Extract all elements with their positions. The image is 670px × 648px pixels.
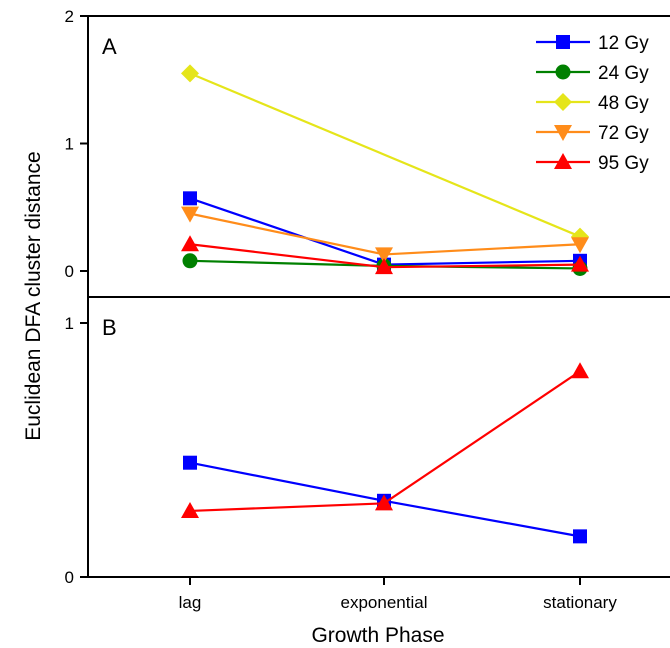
legend: 12 Gy 24 Gy 48 Gy 72 Gy 95 Gy — [536, 33, 649, 174]
x-axis-title: Growth Phase — [311, 624, 444, 647]
panel-b: B 0 1 — [65, 314, 589, 587]
x-axis: lag exponential stationary — [179, 577, 617, 612]
data-point — [181, 206, 199, 223]
x-tick-label: exponential — [341, 593, 428, 612]
legend-entry: 72 Gy — [536, 123, 649, 144]
legend-label: 12 Gy — [598, 33, 649, 54]
y-tick-label: 0 — [65, 568, 74, 587]
series-48-gy — [181, 64, 589, 246]
panel-label: A — [102, 34, 117, 59]
data-point — [181, 64, 199, 83]
series-line — [189, 72, 581, 238]
data-point — [571, 362, 589, 379]
data-point — [571, 237, 589, 254]
legend-entry: 48 Gy — [536, 93, 649, 114]
data-point — [183, 191, 197, 206]
data-point — [554, 125, 572, 141]
panel-label: B — [102, 315, 117, 340]
data-point — [181, 235, 199, 252]
x-tick-label: stationary — [543, 593, 617, 612]
data-point — [181, 501, 199, 518]
data-point — [183, 455, 197, 470]
data-point — [375, 247, 393, 264]
y-tick-label: 1 — [65, 314, 74, 333]
legend-entry: 24 Gy — [536, 63, 649, 84]
y-tick-label: 2 — [65, 7, 74, 26]
data-point — [556, 35, 570, 49]
series-line — [189, 370, 581, 513]
legend-label: 95 Gy — [598, 153, 649, 174]
data-point — [571, 255, 589, 272]
y-tick-label: 0 — [65, 262, 74, 281]
data-point — [375, 258, 393, 275]
series-1 — [181, 362, 589, 518]
series-95-gy — [181, 235, 589, 275]
legend-entry: 95 Gy — [536, 153, 649, 174]
legend-label: 72 Gy — [598, 123, 649, 144]
legend-label: 48 Gy — [598, 93, 649, 114]
data-point — [554, 93, 572, 111]
data-point — [573, 529, 587, 544]
data-point — [555, 64, 571, 80]
chart-frame — [87, 15, 670, 578]
y-tick-label: 1 — [65, 135, 74, 154]
data-point — [554, 153, 572, 169]
legend-label: 24 Gy — [598, 63, 649, 84]
data-point — [375, 494, 393, 511]
x-tick-label: lag — [179, 593, 202, 612]
panel-a: A 0 1 2 — [65, 7, 589, 281]
series-72-gy — [181, 206, 589, 264]
data-point — [182, 253, 198, 269]
y-axis-title: Euclidean DFA cluster distance — [22, 151, 45, 441]
legend-entry: 12 Gy — [536, 33, 649, 54]
